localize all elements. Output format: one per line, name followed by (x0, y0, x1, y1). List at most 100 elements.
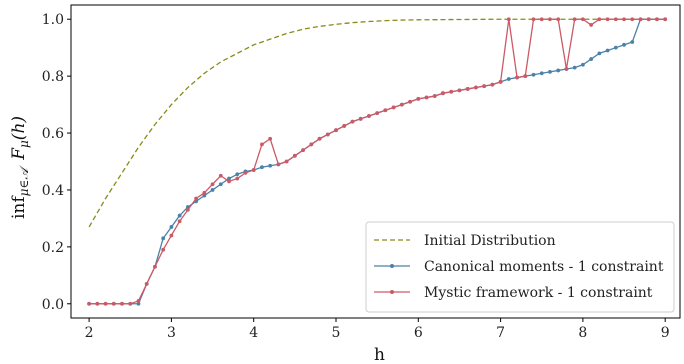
plot-frame (70, 4, 681, 319)
data-point (613, 17, 618, 22)
data-point (572, 65, 577, 70)
legend-label: Canonical moments - 1 constraint (424, 259, 664, 275)
data-point (589, 23, 594, 27)
data-point (474, 85, 478, 90)
data-point (589, 57, 594, 61)
series-1 (88, 18, 666, 228)
data-point (358, 116, 363, 121)
data-point (161, 247, 166, 252)
data-point (605, 17, 610, 22)
data-point (251, 168, 256, 172)
data-point (622, 42, 626, 47)
legend-entry: Mystic framework - 1 constraint (374, 285, 653, 301)
y-axis-title-part: F (9, 147, 29, 161)
data-point (506, 77, 511, 81)
data-point (317, 136, 322, 141)
y-tick-label: 0.6 (42, 126, 64, 142)
data-point (490, 82, 495, 87)
data-point (243, 170, 248, 175)
y-tick-label: 0.4 (42, 183, 64, 199)
data-point (210, 182, 215, 187)
data-point (95, 301, 100, 306)
data-point (309, 142, 314, 147)
y-axis-title: infμ∈𝒜 Fμ(h) (9, 116, 31, 219)
data-point (498, 79, 503, 84)
legend-swatch-marker (390, 264, 394, 268)
data-point (399, 102, 404, 107)
data-point (342, 124, 347, 128)
data-point (202, 193, 207, 198)
legend-label: Mystic framework - 1 constraint (424, 285, 653, 301)
data-point (663, 17, 668, 22)
data-point (597, 17, 602, 22)
data-point (441, 91, 445, 96)
data-point (523, 74, 528, 79)
y-tick-label: 0.8 (42, 69, 64, 85)
data-point (548, 17, 552, 22)
data-point (506, 17, 511, 22)
data-point (556, 17, 561, 22)
data-point (580, 62, 585, 67)
data-point (622, 17, 626, 22)
data-point (449, 89, 454, 94)
data-point (202, 190, 207, 195)
x-tick-label: 3 (167, 325, 176, 341)
data-point (260, 142, 264, 147)
x-tick-label: 8 (578, 325, 587, 341)
data-point (128, 301, 133, 306)
data-point (334, 128, 338, 133)
data-point (564, 67, 569, 71)
data-point (169, 233, 174, 238)
data-point (235, 172, 240, 177)
data-point (539, 17, 544, 22)
data-point (408, 99, 412, 104)
data-point (87, 301, 92, 306)
legend-box (365, 221, 675, 313)
y-axis-title-part: inf (9, 195, 29, 219)
series-3 (87, 17, 668, 306)
data-point (260, 165, 264, 170)
data-point (292, 153, 297, 158)
data-point (548, 69, 552, 74)
data-point (111, 301, 116, 306)
data-point (194, 196, 198, 201)
data-point (153, 264, 157, 269)
x-tick-label: 2 (85, 325, 94, 341)
data-point (432, 94, 437, 98)
data-point (367, 114, 371, 118)
legend-entry: Initial Distribution (374, 233, 556, 249)
data-point (605, 48, 610, 53)
legend-label: Initial Distribution (424, 233, 556, 249)
data-point (169, 225, 174, 229)
data-point (638, 17, 643, 22)
data-point (539, 71, 544, 76)
data-point (424, 95, 429, 100)
data-point (103, 301, 108, 306)
data-point (136, 299, 141, 303)
x-tick-label: 5 (332, 325, 341, 341)
series-line (88, 18, 666, 228)
data-point (120, 301, 124, 306)
data-point (210, 188, 215, 192)
data-point (218, 182, 223, 187)
data-point (161, 236, 166, 241)
data-point (276, 162, 281, 167)
x-tick-label: 6 (414, 325, 423, 341)
y-axis-title-part: μ∈𝒜 (17, 165, 31, 197)
data-point (630, 40, 635, 44)
x-tick-label: 9 (661, 325, 670, 341)
x-axis-title: h (374, 345, 385, 364)
y-tick-label: 0.0 (42, 297, 64, 313)
data-point (185, 207, 190, 212)
data-point (630, 17, 635, 22)
data-point (218, 173, 223, 178)
data-point (350, 119, 355, 124)
data-point (177, 219, 182, 224)
data-point (457, 88, 462, 93)
legend: Initial Distribution Canonical moments - … (365, 221, 675, 313)
data-point (531, 17, 536, 22)
data-point (375, 111, 380, 116)
data-point (531, 72, 536, 77)
x-tick-label: 7 (496, 325, 505, 341)
